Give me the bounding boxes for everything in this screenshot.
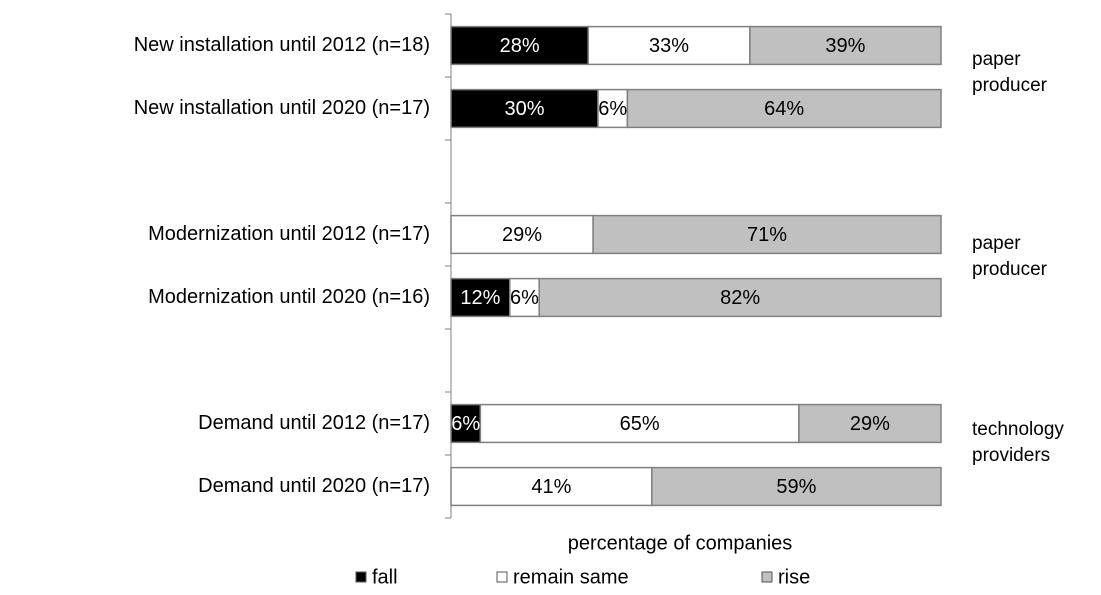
- bar-segment: [592, 214, 942, 255]
- data-label: 28%: [500, 35, 540, 57]
- group-annotation: paper producer: [972, 49, 1047, 96]
- data-label: 12%: [460, 287, 500, 309]
- group-annotation: technology providers: [972, 419, 1064, 466]
- bar-segment: [509, 277, 540, 318]
- y-tick-label: Demand until 2012 (n=17): [198, 412, 430, 434]
- data-label: 6%: [451, 413, 480, 435]
- bar-segment: [651, 466, 942, 507]
- legend-swatch: [496, 571, 508, 583]
- legend-label: fall: [372, 566, 398, 588]
- data-label: 59%: [776, 476, 816, 498]
- legend-swatch: [761, 571, 773, 583]
- data-label: 64%: [764, 98, 804, 120]
- bar-segment: [450, 403, 482, 444]
- bar-segment: [798, 403, 942, 444]
- data-label: 33%: [649, 35, 689, 57]
- y-tick-label: New installation until 2012 (n=18): [134, 34, 430, 56]
- data-label: 6%: [510, 287, 539, 309]
- legend-label: rise: [778, 566, 810, 588]
- data-label: 29%: [850, 413, 890, 435]
- data-label: 71%: [747, 224, 787, 246]
- y-tick-label: Modernization until 2020 (n=16): [148, 286, 430, 308]
- y-tick-label: Modernization until 2012 (n=17): [148, 223, 430, 245]
- group-annotation: paper producer: [972, 233, 1047, 280]
- data-label: 65%: [620, 413, 660, 435]
- legend-swatch: [355, 571, 367, 583]
- bar-segment: [538, 277, 942, 318]
- bar-segment: [597, 88, 629, 129]
- data-label: 30%: [504, 98, 544, 120]
- y-tick-label: Demand until 2020 (n=17): [198, 475, 430, 497]
- data-label: 41%: [531, 476, 571, 498]
- data-label: 6%: [598, 98, 627, 120]
- bar-segment: [749, 25, 942, 66]
- data-label: 29%: [502, 224, 542, 246]
- x-axis-label: percentage of companies: [568, 532, 793, 554]
- data-label: 39%: [825, 35, 865, 57]
- bar-segment: [626, 88, 942, 129]
- legend-label: remain same: [513, 566, 629, 588]
- bar-segment: [587, 25, 751, 66]
- y-tick-label: New installation until 2020 (n=17): [134, 97, 430, 119]
- bar-segment: [479, 403, 800, 444]
- bar-segment: [450, 214, 594, 255]
- data-label: 82%: [720, 287, 760, 309]
